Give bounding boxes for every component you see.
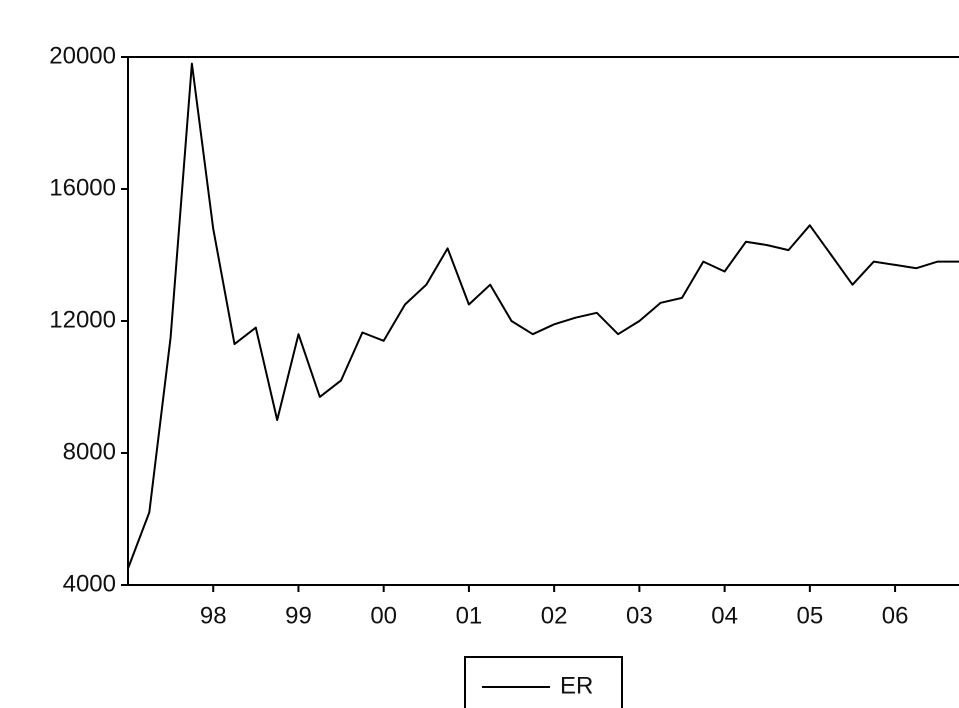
series-line	[127, 62, 959, 569]
x-tick-label: 01	[456, 602, 483, 629]
x-tick-label: 05	[796, 602, 823, 629]
x-tick-label: 06	[882, 602, 909, 629]
y-tick-label: 4000	[63, 570, 116, 597]
y-tick-label: 12000	[49, 306, 116, 333]
x-tick-label: 04	[711, 602, 738, 629]
y-tick-label: 8000	[63, 438, 116, 465]
x-tick-label: 02	[541, 602, 568, 629]
x-tick-label: 00	[370, 602, 397, 629]
x-tick-label: 03	[626, 602, 653, 629]
x-tick-label: 99	[285, 602, 312, 629]
x-tick-label: 98	[200, 602, 227, 629]
y-tick-label: 20000	[49, 42, 116, 69]
y-tick-label: 16000	[49, 174, 116, 201]
legend-label: ER	[560, 672, 593, 699]
legend-box	[464, 656, 623, 708]
